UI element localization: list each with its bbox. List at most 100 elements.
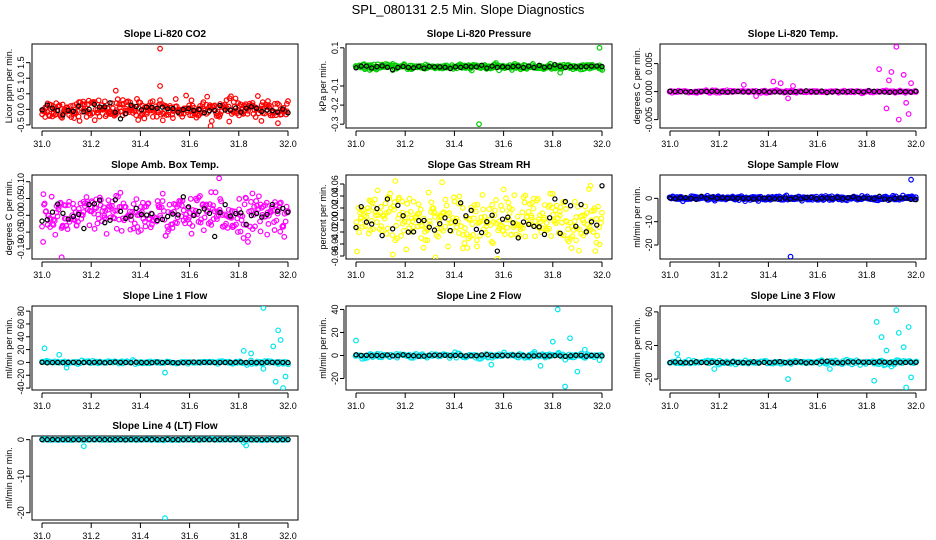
x-tick-label: 31.6 bbox=[495, 270, 513, 280]
reference-point bbox=[751, 359, 757, 365]
panel-8: Slope Line 2 Flow 31.0 31.2 31.4 31.6 31.8 32.… bbox=[318, 291, 613, 411]
points-layer bbox=[666, 307, 920, 390]
reference-point bbox=[463, 353, 469, 359]
x-tick-label: 31.6 bbox=[495, 139, 513, 149]
reference-point bbox=[222, 201, 228, 208]
reference-point bbox=[159, 216, 166, 223]
data-point bbox=[382, 200, 389, 207]
points-layer bbox=[352, 44, 606, 128]
reference-point bbox=[217, 209, 223, 216]
reference-point bbox=[107, 359, 113, 366]
reference-point bbox=[808, 194, 815, 201]
reference-point bbox=[499, 64, 506, 70]
reference-point bbox=[185, 204, 192, 210]
panel-title: Slope Line 3 Flow bbox=[751, 291, 836, 302]
data-point bbox=[277, 199, 284, 206]
data-point bbox=[508, 232, 515, 238]
data-point bbox=[443, 202, 450, 209]
data-point bbox=[431, 210, 438, 216]
data-point bbox=[401, 227, 407, 234]
y-tick-label: 0 bbox=[330, 353, 340, 358]
reference-point bbox=[724, 89, 731, 95]
y-tick-label: 60 bbox=[16, 319, 26, 329]
y-tick-label: -0.005 bbox=[644, 107, 654, 133]
data-point bbox=[165, 226, 172, 232]
data-point bbox=[86, 222, 93, 229]
reference-point bbox=[855, 359, 862, 365]
reference-point bbox=[395, 202, 401, 209]
reference-point bbox=[96, 359, 103, 365]
y-tick-label: -0.2 bbox=[330, 97, 340, 113]
x-tick-label: 32.0 bbox=[279, 270, 297, 280]
y-axis-label: kPa per min. bbox=[318, 61, 328, 112]
reference-point bbox=[813, 89, 820, 95]
x-tick-label: 31.2 bbox=[82, 270, 100, 280]
panel-title: Slope Amb. Box Temp. bbox=[111, 160, 219, 171]
x-tick-label: 31.6 bbox=[181, 531, 199, 540]
y-tick-label: 0.5 bbox=[16, 88, 26, 101]
plot-frame bbox=[31, 305, 299, 391]
reference-point bbox=[353, 224, 359, 231]
reference-point bbox=[688, 359, 694, 366]
data-point bbox=[586, 224, 593, 230]
reference-point bbox=[280, 205, 286, 212]
reference-point bbox=[405, 229, 412, 235]
reference-point bbox=[510, 220, 516, 226]
data-point bbox=[394, 235, 400, 242]
data-point bbox=[565, 226, 571, 232]
points-layer bbox=[39, 306, 292, 390]
reference-point bbox=[562, 353, 569, 360]
reference-point bbox=[384, 196, 391, 202]
reference-point bbox=[49, 209, 56, 215]
reference-point bbox=[840, 89, 846, 95]
reference-point bbox=[594, 352, 600, 359]
panel-title: Slope Li-820 CO2 bbox=[124, 29, 207, 40]
panel-title: Slope Line 4 (LT) Flow bbox=[112, 421, 218, 432]
reference-point bbox=[227, 437, 234, 443]
data-point bbox=[236, 196, 243, 202]
data-point bbox=[258, 118, 265, 124]
reference-point bbox=[552, 62, 558, 68]
reference-point bbox=[65, 359, 71, 366]
data-point bbox=[509, 206, 515, 213]
reference-point bbox=[191, 212, 197, 219]
reference-point bbox=[164, 359, 171, 366]
data-point bbox=[207, 123, 214, 128]
reference-point bbox=[212, 437, 218, 443]
outlier-point bbox=[895, 329, 902, 336]
reference-point bbox=[389, 353, 396, 359]
y-tick-label: 0.04 bbox=[330, 187, 340, 205]
reference-point bbox=[217, 359, 223, 366]
y-tick-label: 0 bbox=[16, 360, 26, 365]
reference-point bbox=[792, 195, 799, 201]
x-tick-label: 32.0 bbox=[279, 139, 297, 149]
reference-point bbox=[819, 88, 825, 94]
outlier-point bbox=[900, 71, 907, 78]
data-point bbox=[399, 198, 405, 205]
x-tick-label: 31.0 bbox=[347, 139, 365, 149]
data-point bbox=[528, 214, 535, 221]
data-point bbox=[255, 206, 262, 212]
reference-point bbox=[478, 352, 485, 358]
data-point bbox=[539, 210, 546, 217]
data-point bbox=[159, 190, 166, 197]
reference-point bbox=[426, 224, 432, 230]
reference-point bbox=[201, 359, 207, 366]
data-point bbox=[381, 215, 388, 222]
data-point bbox=[519, 209, 526, 216]
reference-point bbox=[777, 359, 783, 365]
data-point bbox=[363, 213, 370, 220]
reference-point bbox=[452, 64, 459, 70]
data-point bbox=[245, 239, 251, 245]
reference-point bbox=[191, 359, 197, 365]
data-point bbox=[203, 201, 210, 208]
reference-point bbox=[505, 352, 511, 359]
x-tick-label: 31.2 bbox=[82, 401, 100, 411]
reference-point bbox=[698, 88, 705, 94]
reference-point bbox=[86, 437, 92, 443]
reference-point bbox=[416, 353, 422, 359]
data-point bbox=[128, 216, 135, 223]
data-point bbox=[551, 218, 558, 225]
reference-point bbox=[437, 352, 443, 358]
data-point bbox=[140, 215, 147, 222]
